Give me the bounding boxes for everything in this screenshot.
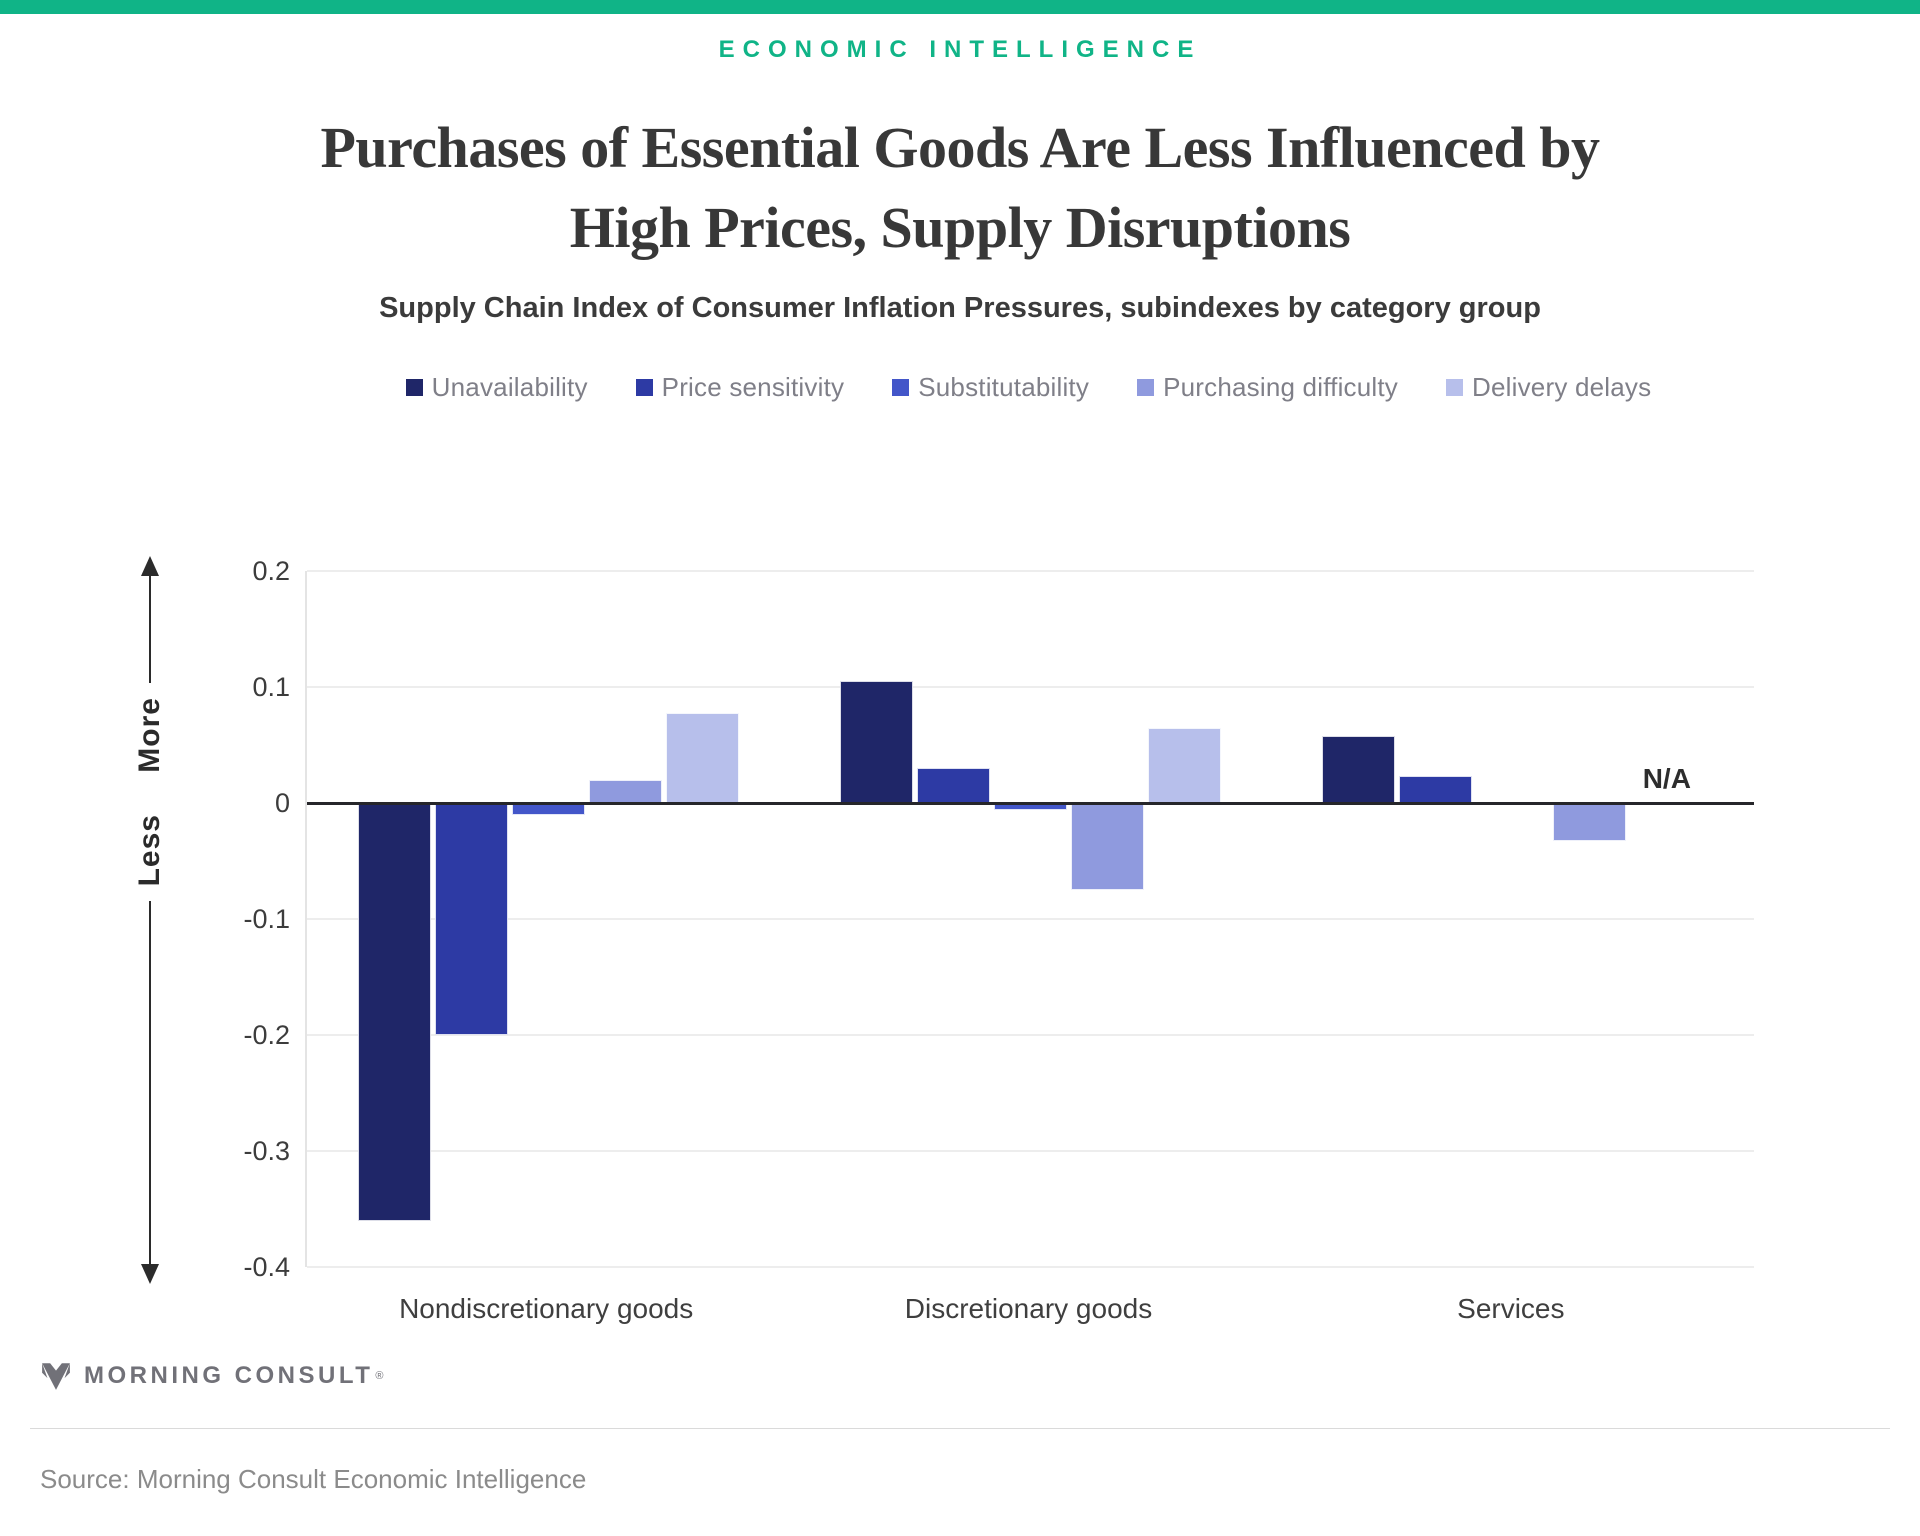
- y-axis-more-label: More: [133, 696, 166, 773]
- gridline: [307, 686, 1754, 688]
- arrow-line: [149, 900, 151, 1264]
- plot-area: N/A: [305, 570, 1754, 1268]
- eyebrow-label: ECONOMIC INTELLIGENCE: [718, 36, 1202, 63]
- arrow-line: [149, 576, 151, 683]
- bar-delivery-delays: [1148, 727, 1221, 803]
- legend-label: Price sensitivity: [661, 372, 845, 402]
- y-tick-label: -0.2: [243, 1020, 290, 1050]
- top-accent-bar: [0, 0, 1920, 14]
- legend-label: Substitutability: [918, 372, 1090, 402]
- registered-mark: ®: [375, 1370, 384, 1382]
- logo-wordmark: MORNING CONSULT: [84, 1362, 374, 1389]
- category-label: Services: [1457, 1293, 1565, 1324]
- y-tick-label: -0.1: [243, 904, 290, 934]
- legend-swatch: [1137, 379, 1155, 396]
- y-tick-label: -0.3: [243, 1136, 290, 1166]
- bar-delivery-delays: [665, 712, 739, 803]
- legend-item: Purchasing difficulty: [1137, 372, 1398, 403]
- bar-purchasing-difficulty: [588, 779, 662, 803]
- bar-price-sensitivity: [917, 768, 990, 803]
- gridline: [307, 918, 1754, 920]
- bar-unavailability: [357, 803, 431, 1221]
- page-title: Purchases of Essential Goods Are Less In…: [320, 115, 1600, 261]
- y-axis-less-label: Less: [133, 814, 166, 887]
- source-note: Source: Morning Consult Economic Intelli…: [40, 1464, 587, 1494]
- y-axis-direction-annotation: More Less: [126, 556, 174, 1284]
- legend-label: Unavailability: [431, 372, 588, 402]
- bar-purchasing-difficulty: [1071, 803, 1144, 890]
- gridline: [307, 570, 1754, 572]
- legend-item: Price sensitivity: [635, 372, 845, 403]
- category-label: Nondiscretionary goods: [399, 1293, 694, 1324]
- legend-item: Delivery delays: [1446, 372, 1651, 403]
- y-tick-label: 0.1: [252, 672, 290, 702]
- y-tick-label: 0.2: [252, 556, 290, 586]
- morning-consult-m-icon: [42, 1363, 70, 1390]
- y-tick-label: -0.4: [243, 1252, 290, 1282]
- legend-swatch: [892, 379, 910, 396]
- legend-swatch: [405, 379, 423, 396]
- gridline: [307, 1266, 1754, 1268]
- bar-purchasing-difficulty: [1553, 803, 1627, 842]
- y-tick-label: 0: [274, 788, 290, 818]
- legend-label: Delivery delays: [1472, 372, 1652, 402]
- category-label: Discretionary goods: [904, 1293, 1153, 1324]
- arrow-up-icon: [141, 556, 159, 576]
- gridline: [307, 1034, 1754, 1036]
- bar-unavailability: [1322, 735, 1396, 803]
- chart-legend: Unavailability Price sensitivity Substitut…: [305, 372, 1752, 403]
- chart-subtitle: Supply Chain Index of Consumer Inflation…: [379, 292, 1541, 324]
- legend-label: Purchasing difficulty: [1163, 372, 1399, 402]
- footer-divider: [30, 1428, 1890, 1429]
- na-label: N/A: [1642, 763, 1691, 794]
- bar-price-sensitivity: [1399, 776, 1473, 803]
- arrow-down-icon: [141, 1264, 159, 1284]
- bar-price-sensitivity: [434, 803, 508, 1035]
- morning-consult-logo: MORNING CONSULT ®: [40, 1360, 383, 1392]
- bar-unavailability: [840, 681, 913, 803]
- legend-swatch: [1446, 379, 1464, 396]
- gridline: [307, 1150, 1754, 1152]
- legend-swatch: [635, 379, 653, 396]
- legend-item: Unavailability: [405, 372, 588, 403]
- legend-item: Substitutability: [892, 372, 1089, 403]
- zero-axis-line: [307, 802, 1754, 805]
